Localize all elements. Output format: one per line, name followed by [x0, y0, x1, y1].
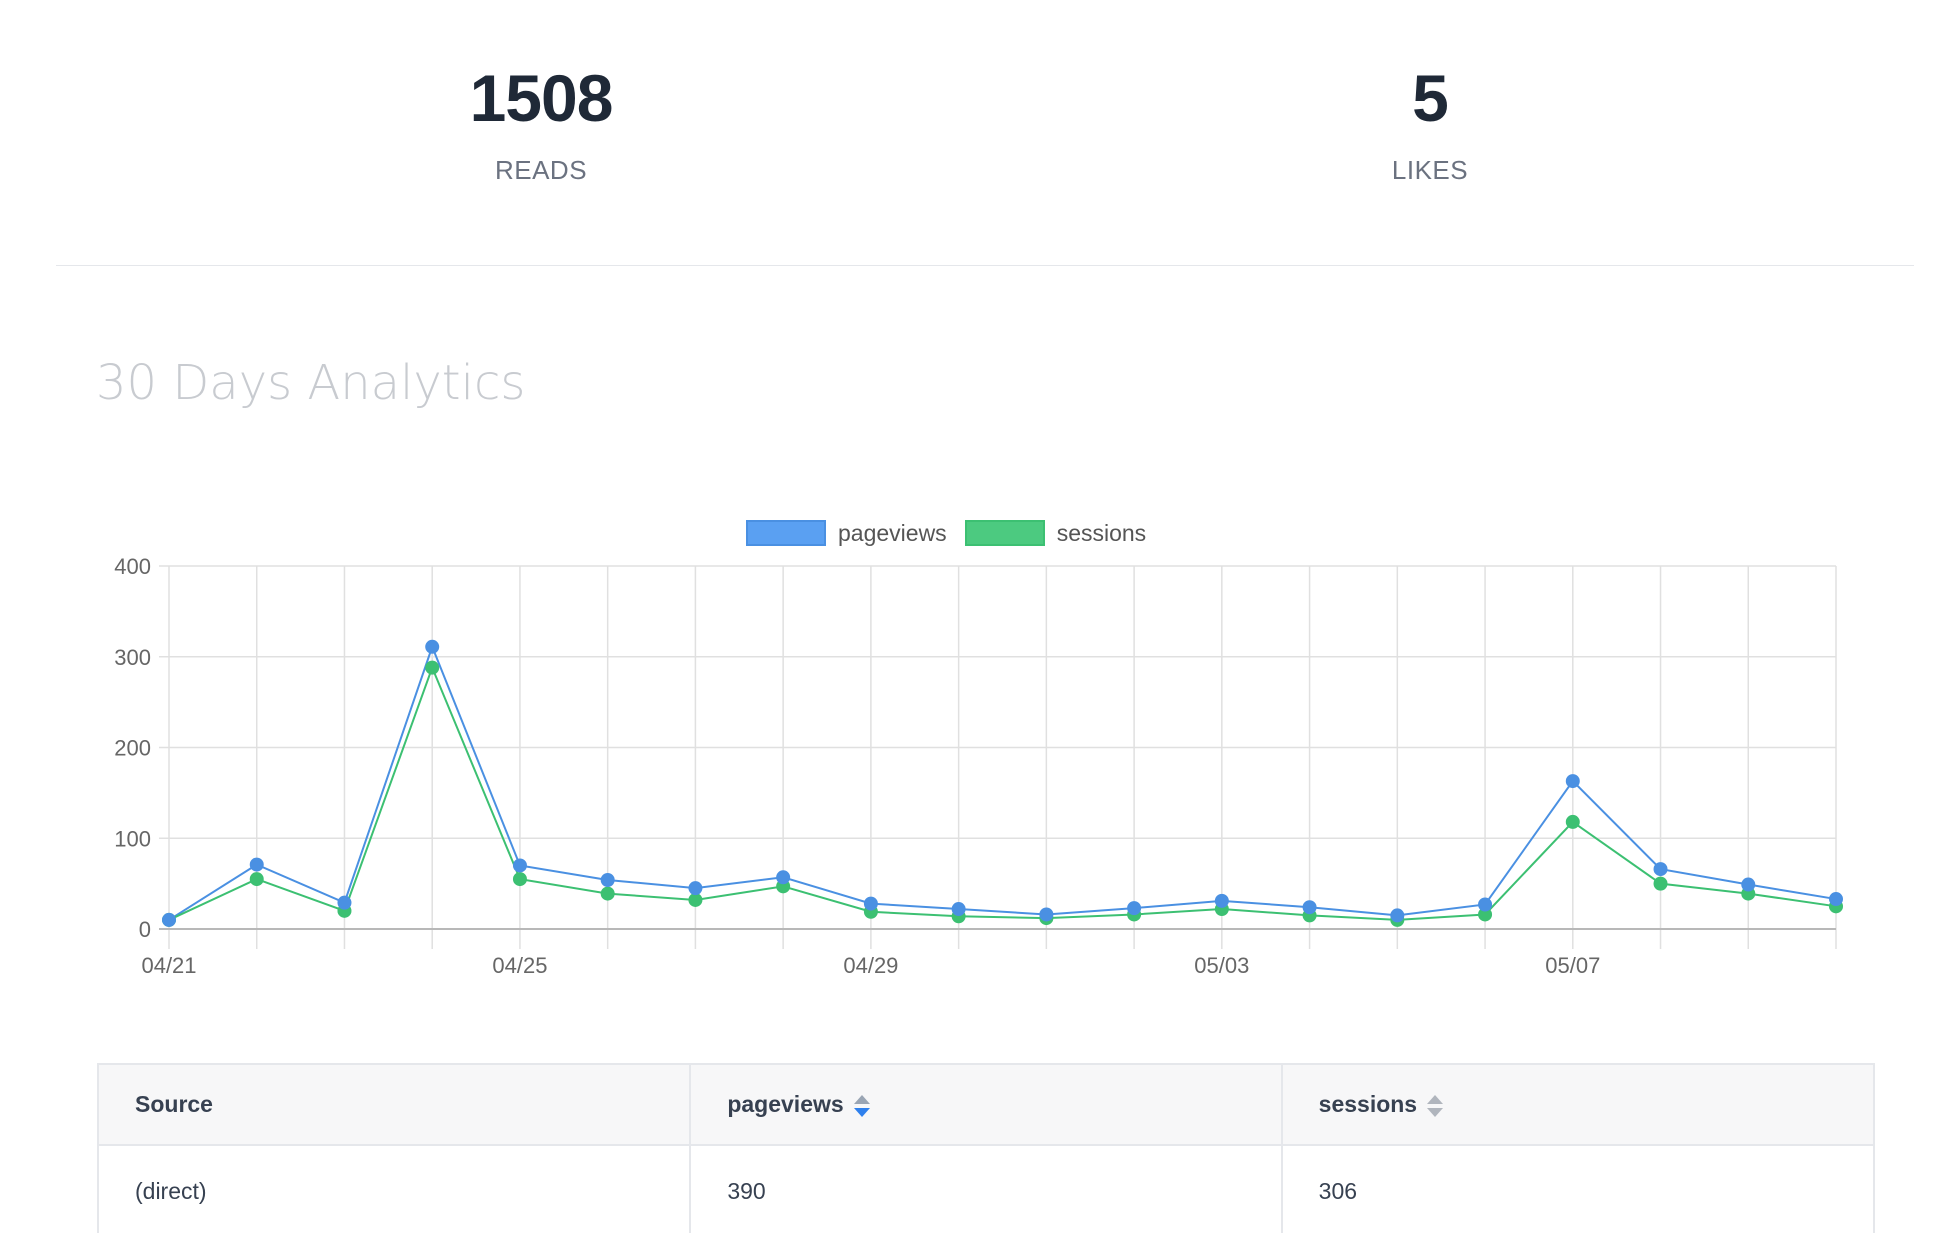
y-tick-label: 200: [114, 736, 151, 761]
x-tick-label: 05/03: [1194, 953, 1249, 978]
likes-label: LIKES: [1391, 155, 1469, 185]
likes-stat: 5 LIKES: [1230, 55, 1630, 186]
table-header-row: Source pageviews sessions: [99, 1065, 1873, 1146]
y-tick-label: 300: [114, 645, 151, 670]
data-point-pageviews: [1214, 893, 1229, 908]
y-tick-label: 100: [114, 826, 151, 851]
series-line-pageviews: [168, 643, 1837, 921]
data-point-sessions: [249, 872, 264, 887]
data-point-pageviews: [1127, 901, 1142, 916]
cell-source: (direct): [99, 1145, 692, 1233]
cell-sessions: 306: [1318, 1178, 1358, 1204]
header-source: Source: [99, 1065, 692, 1146]
header-sessions[interactable]: sessions: [1281, 1065, 1873, 1146]
likes-count: 5: [1412, 61, 1449, 135]
y-tick-label: 0: [139, 917, 151, 942]
sort-icon[interactable]: [853, 1094, 870, 1118]
data-point-pageviews: [249, 857, 264, 872]
data-point-sessions: [600, 886, 615, 901]
data-point-pageviews: [1741, 877, 1756, 892]
data-point-pageviews: [951, 902, 966, 917]
series-line-sessions: [168, 664, 1837, 921]
header-pageviews-label: pageviews: [727, 1091, 844, 1117]
legend-swatch-pageviews: [746, 520, 826, 546]
x-tick-label: 04/21: [141, 953, 196, 978]
divider: [56, 265, 1914, 266]
header-pageviews[interactable]: pageviews: [690, 1065, 1283, 1146]
data-point-sessions: [1653, 876, 1668, 891]
data-point-pageviews: [688, 881, 703, 896]
chart-legend: pageviews sessions: [746, 518, 1164, 548]
cell-pageviews: 390: [690, 1145, 1283, 1233]
legend-swatch-sessions: [964, 520, 1045, 546]
reads-label: READS: [494, 155, 588, 185]
data-point-pageviews: [512, 858, 527, 873]
data-point-pageviews: [425, 639, 440, 654]
data-point-pageviews: [1565, 774, 1580, 789]
data-point-pageviews: [863, 896, 878, 911]
data-point-pageviews: [337, 895, 352, 910]
data-point-sessions: [688, 892, 703, 907]
legend-item-pageviews[interactable]: pageviews: [746, 520, 947, 547]
legend-label-sessions: sessions: [1056, 519, 1147, 546]
data-point-pageviews: [776, 870, 791, 885]
data-point-pageviews: [1390, 908, 1405, 923]
header-source-label: Source: [135, 1091, 213, 1117]
section-title: 30 Days Analytics: [96, 355, 526, 411]
stats-summary: 1508 READS 5 LIKES: [0, 0, 1946, 270]
data-point-sessions: [425, 660, 440, 675]
data-point-pageviews: [1478, 897, 1493, 912]
sort-icon[interactable]: [1427, 1094, 1444, 1118]
reads-count: 1508: [469, 61, 614, 135]
data-point-pageviews: [600, 872, 615, 887]
sources-table: Source pageviews sessions (direct) 390 3…: [97, 1063, 1875, 1233]
data-point-sessions: [512, 872, 527, 887]
legend-label-pageviews: pageviews: [838, 519, 947, 546]
data-point-pageviews: [1039, 907, 1054, 922]
legend-item-sessions[interactable]: sessions: [964, 519, 1147, 547]
y-tick-label: 400: [114, 554, 151, 579]
data-point-pageviews: [1829, 892, 1843, 907]
header-sessions-label: sessions: [1318, 1091, 1418, 1117]
x-tick-label: 05/07: [1545, 953, 1600, 978]
x-tick-label: 04/25: [492, 953, 547, 978]
reads-stat: 1508 READS: [341, 55, 741, 186]
x-tick-label: 04/29: [843, 953, 898, 978]
data-point-pageviews: [162, 912, 176, 927]
data-point-sessions: [1565, 814, 1580, 829]
data-point-pageviews: [1302, 900, 1317, 915]
analytics-line-chart: 0 100 200 300 400 04/21 04/25 04/29 05/03 05/07: [114, 554, 1843, 978]
table-row: (direct) 390 306: [99, 1145, 1873, 1233]
data-point-pageviews: [1653, 862, 1668, 877]
